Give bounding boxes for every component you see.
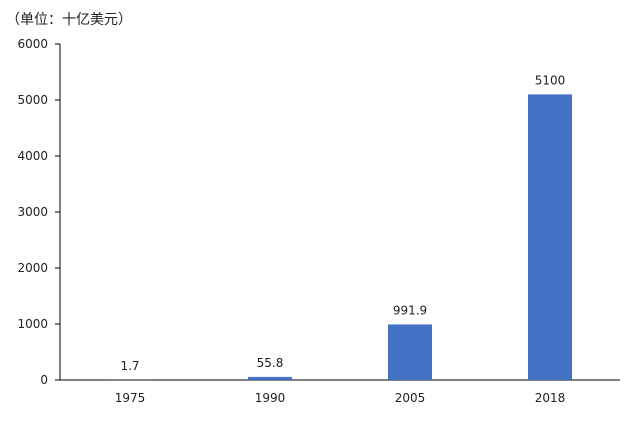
data-label: 1.7: [120, 359, 139, 373]
data-label: 5100: [535, 73, 566, 87]
y-tick-label: 6000: [17, 37, 48, 51]
chart-bars: [108, 94, 572, 381]
data-label: 55.8: [257, 356, 284, 370]
x-tick-label: 1975: [115, 391, 146, 405]
chart-axes: 0 1000 2000 3000 4000 5000 6000: [17, 37, 620, 387]
bar: [528, 94, 572, 381]
y-tick-label: 1000: [17, 317, 48, 331]
bar: [248, 376, 292, 380]
x-tick-label: 2005: [395, 391, 426, 405]
unit-label: （单位：十亿美元）: [6, 12, 132, 28]
y-tick-label: 5000: [17, 93, 48, 107]
chart-labels: 1975 1.7 1990 55.8 2005 991.9 2018 5100: [115, 73, 566, 405]
bar: [388, 324, 432, 380]
y-tick-label: 0: [40, 373, 48, 387]
x-tick-label: 1990: [255, 391, 286, 405]
y-tick-label: 4000: [17, 149, 48, 163]
data-label: 991.9: [393, 303, 427, 317]
x-tick-label: 2018: [535, 391, 566, 405]
y-tick-label: 3000: [17, 205, 48, 219]
y-tick-label: 2000: [17, 261, 48, 275]
